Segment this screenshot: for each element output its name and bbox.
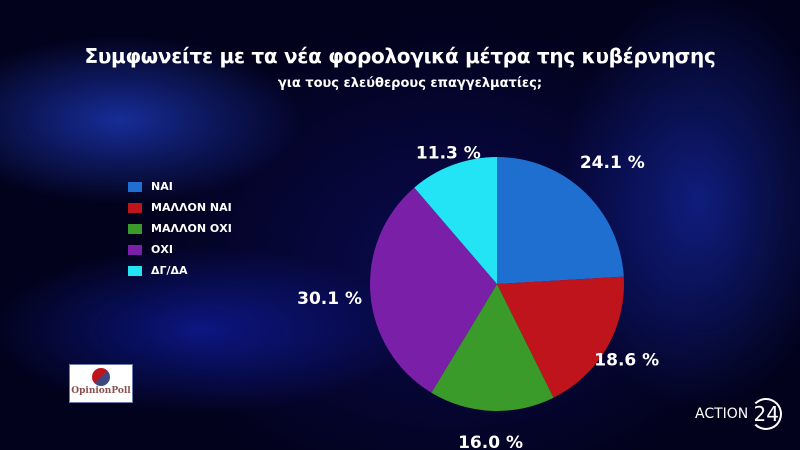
legend-item: ΜΑΛΛΟΝ ΟΧΙ: [128, 218, 232, 239]
chart-title: Συμφωνείτε με τα νέα φορολογικά μέτρα τη…: [84, 44, 716, 68]
legend-item: ΝΑΙ: [128, 176, 232, 197]
logo-circle-icon: [92, 368, 110, 386]
legend: ΝΑΙ ΜΑΛΛΟΝ ΝΑΙ ΜΑΛΛΟΝ ΟΧΙ ΟΧΙ ΔΓ/ΔΑ: [128, 176, 232, 281]
data-label: 18.6 %: [594, 350, 659, 370]
legend-swatch: [128, 244, 142, 255]
pie-slice: [431, 284, 554, 411]
pie-slice: [414, 157, 497, 284]
pie-slice: [370, 187, 497, 393]
legend-label: ΟΧΙ: [151, 243, 173, 256]
legend-label: ΝΑΙ: [151, 180, 173, 193]
legend-item: ΔΓ/ΔΑ: [128, 260, 232, 281]
legend-swatch: [128, 265, 142, 276]
data-label: 24.1 %: [580, 153, 645, 173]
action24-logo: ACTION 24: [695, 398, 783, 430]
legend-label: ΜΑΛΛΟΝ ΝΑΙ: [151, 201, 232, 214]
legend-swatch: [128, 181, 142, 192]
pie-slice: [497, 276, 624, 398]
legend-swatch: [128, 223, 142, 234]
channel-name: ACTION: [695, 406, 749, 422]
data-label: 30.1 %: [297, 289, 362, 309]
legend-item: ΜΑΛΛΟΝ ΝΑΙ: [128, 197, 232, 218]
legend-label: ΔΓ/ΔΑ: [151, 264, 188, 277]
legend-item: ΟΧΙ: [128, 239, 232, 260]
data-label: 16.0 %: [458, 433, 523, 450]
legend-swatch: [128, 202, 142, 213]
chart-subtitle: για τους ελεύθερους επαγγελματίες;: [277, 76, 543, 91]
legend-label: ΜΑΛΛΟΝ ΟΧΙ: [151, 222, 232, 235]
channel-number: 24: [750, 398, 783, 430]
pie-slice: [497, 157, 624, 284]
opinionpoll-logo: OpinionPoll: [69, 364, 133, 403]
data-label: 11.3 %: [416, 144, 481, 164]
logo-text: OpinionPoll: [71, 386, 131, 396]
